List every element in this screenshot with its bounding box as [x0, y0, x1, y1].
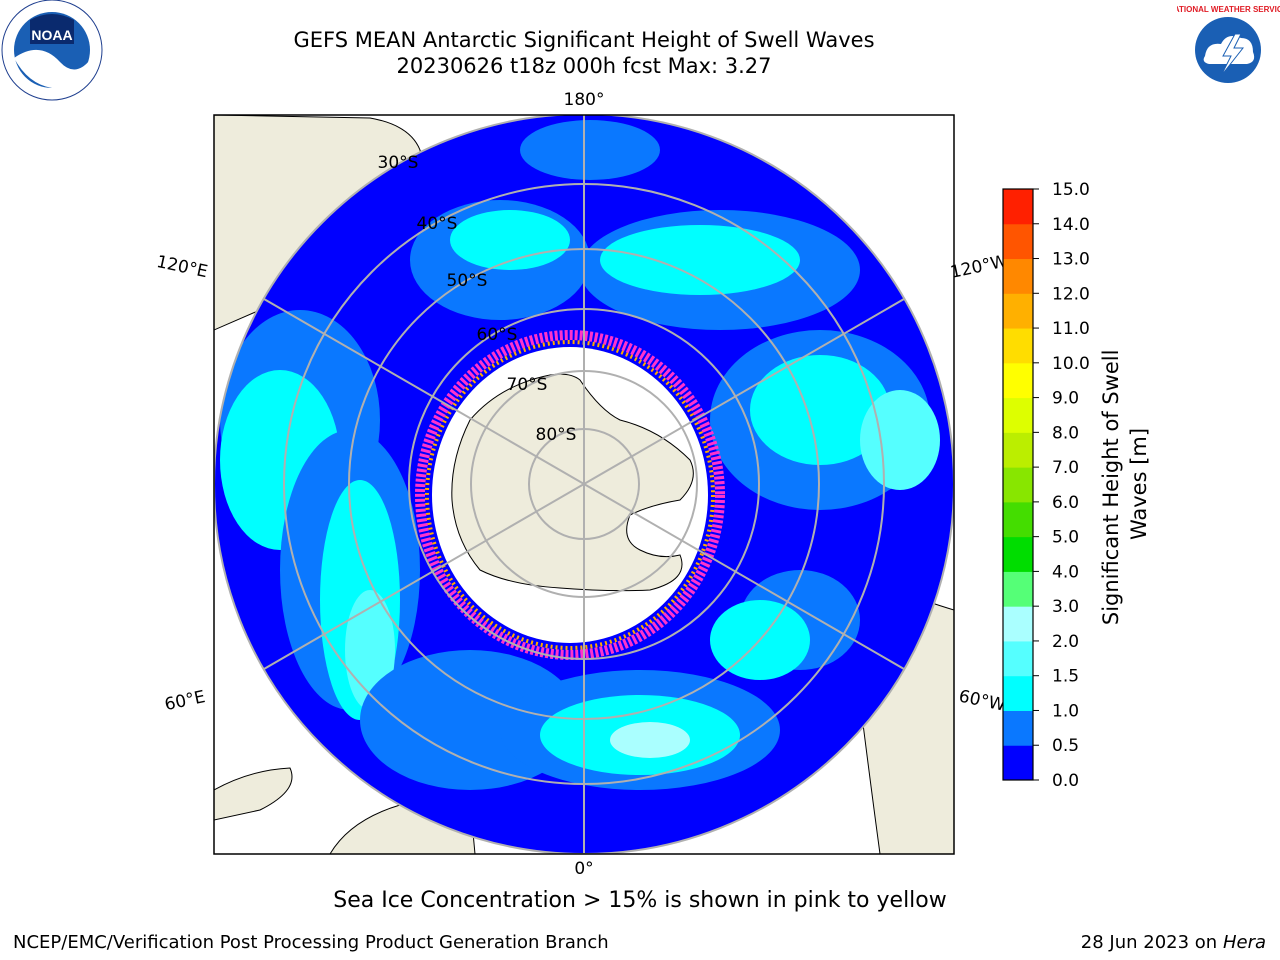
host-name: Hera: [1222, 932, 1266, 953]
colorbar-tick-label: 3.0: [1052, 597, 1079, 617]
colorbar-tick-label: 10.0: [1052, 354, 1090, 374]
nws-logo-text: NATIONAL WEATHER SERVICE: [1177, 5, 1280, 14]
colorbar-tick-label: 0.5: [1052, 736, 1079, 756]
colorbar-bin: [1003, 223, 1033, 260]
antarctica: [451, 373, 694, 592]
colorbar-bin: [1003, 745, 1033, 781]
graticule: [214, 115, 954, 854]
colorbar-bin: [1003, 536, 1033, 572]
date-credit: 28 Jun 2023 on Hera: [1081, 932, 1266, 953]
colorbar-bin: [1003, 710, 1033, 746]
lon-label-0: 0°: [574, 859, 593, 879]
colorbar-bin: [1003, 362, 1033, 399]
colorbar-tick-label: 0.0: [1052, 771, 1079, 791]
lat-label-70s: 70°S: [507, 375, 548, 395]
lon-label-180: 180°: [564, 90, 605, 110]
colorbar-bin: [1003, 675, 1033, 711]
colorbar-tick-label: 14.0: [1052, 215, 1090, 235]
colorbar-tick-label: 9.0: [1052, 389, 1079, 409]
colorbar-tick-label: 8.0: [1052, 423, 1079, 443]
colorbar-tick-label: 4.0: [1052, 562, 1079, 582]
colorbar-tick-label: 1.0: [1052, 701, 1079, 721]
sea-ice-footnote: Sea Ice Concentration > 15% is shown in …: [333, 888, 947, 913]
lat-label-50s: 50°S: [447, 271, 488, 291]
colorbar-tick-label: 2.0: [1052, 632, 1079, 652]
chart-subtitle: 20230626 t18z 000h fcst Max: 3.27: [396, 54, 772, 78]
colorbar-bin: [1003, 293, 1033, 329]
colorbar-tick-label: 5.0: [1052, 528, 1079, 548]
colorbar-bin: [1003, 432, 1033, 468]
lat-label-30s: 30°S: [378, 153, 419, 173]
run-date: 28 Jun 2023 on: [1080, 932, 1218, 953]
colorbar-bin: [1003, 189, 1033, 225]
producer-credit: NCEP/EMC/Verification Post Processing Pr…: [13, 932, 609, 953]
colorbar-bin: [1003, 640, 1033, 677]
colorbar-tick-label: 1.5: [1052, 667, 1079, 687]
colorbar-bin: [1003, 467, 1033, 503]
colorbar-tick-label: 7.0: [1052, 458, 1079, 478]
colorbar-tick-label: 15.0: [1052, 180, 1090, 200]
colorbar-bin: [1003, 571, 1033, 607]
swell-fields: [220, 120, 940, 790]
noaa-logo: NOAA: [1, 0, 103, 101]
chart-title: GEFS MEAN Antarctic Significant Height o…: [293, 28, 875, 52]
lat-label-40s: 40°S: [417, 214, 458, 234]
noaa-logo-text: NOAA: [31, 27, 72, 43]
colorbar-bin: [1003, 606, 1033, 642]
colorbar-tick-label: 6.0: [1052, 493, 1079, 513]
colorbar-bin: [1003, 258, 1033, 294]
nws-logo: NATIONAL WEATHER SERVICE: [1177, 1, 1280, 99]
colorbar-bin: [1003, 501, 1033, 538]
colorbar-label: Significant Height of Swell Waves [m]: [1099, 343, 1151, 625]
lat-label-80s: 80°S: [536, 425, 577, 445]
lat-label-60s: 60°S: [477, 325, 518, 345]
colorbar-tick-label: 12.0: [1052, 284, 1090, 304]
colorbar-bin: [1003, 328, 1033, 364]
colorbar-bin: [1003, 397, 1033, 433]
colorbar-tick-label: 13.0: [1052, 250, 1090, 270]
colorbar-tick-label: 11.0: [1052, 319, 1090, 339]
